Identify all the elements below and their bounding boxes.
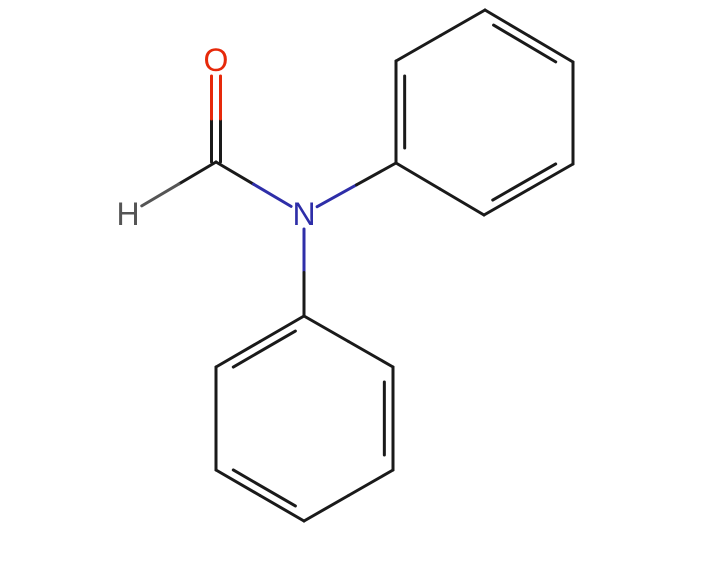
bond-line	[304, 496, 349, 522]
bond-line	[179, 162, 216, 184]
bond-line	[396, 36, 441, 62]
atom-label-o: O	[204, 42, 229, 78]
bond-line	[304, 316, 349, 342]
atom-label-h: H	[116, 196, 139, 232]
bond-line	[493, 164, 556, 200]
bond-line	[254, 184, 292, 206]
bond-line	[440, 189, 484, 215]
molecule-diagram: O H N	[0, 0, 721, 574]
bond-line	[317, 185, 356, 207]
bond-line	[216, 162, 254, 184]
atom-label-n: N	[292, 196, 315, 232]
bond-line	[233, 331, 295, 367]
bond-line	[494, 25, 556, 62]
bond-line	[142, 184, 179, 206]
bond-line	[233, 470, 295, 506]
bond-line	[349, 470, 394, 496]
bond-line	[396, 163, 440, 189]
bond-line	[441, 10, 486, 36]
bond-line	[357, 163, 396, 185]
bond-line	[349, 342, 394, 368]
